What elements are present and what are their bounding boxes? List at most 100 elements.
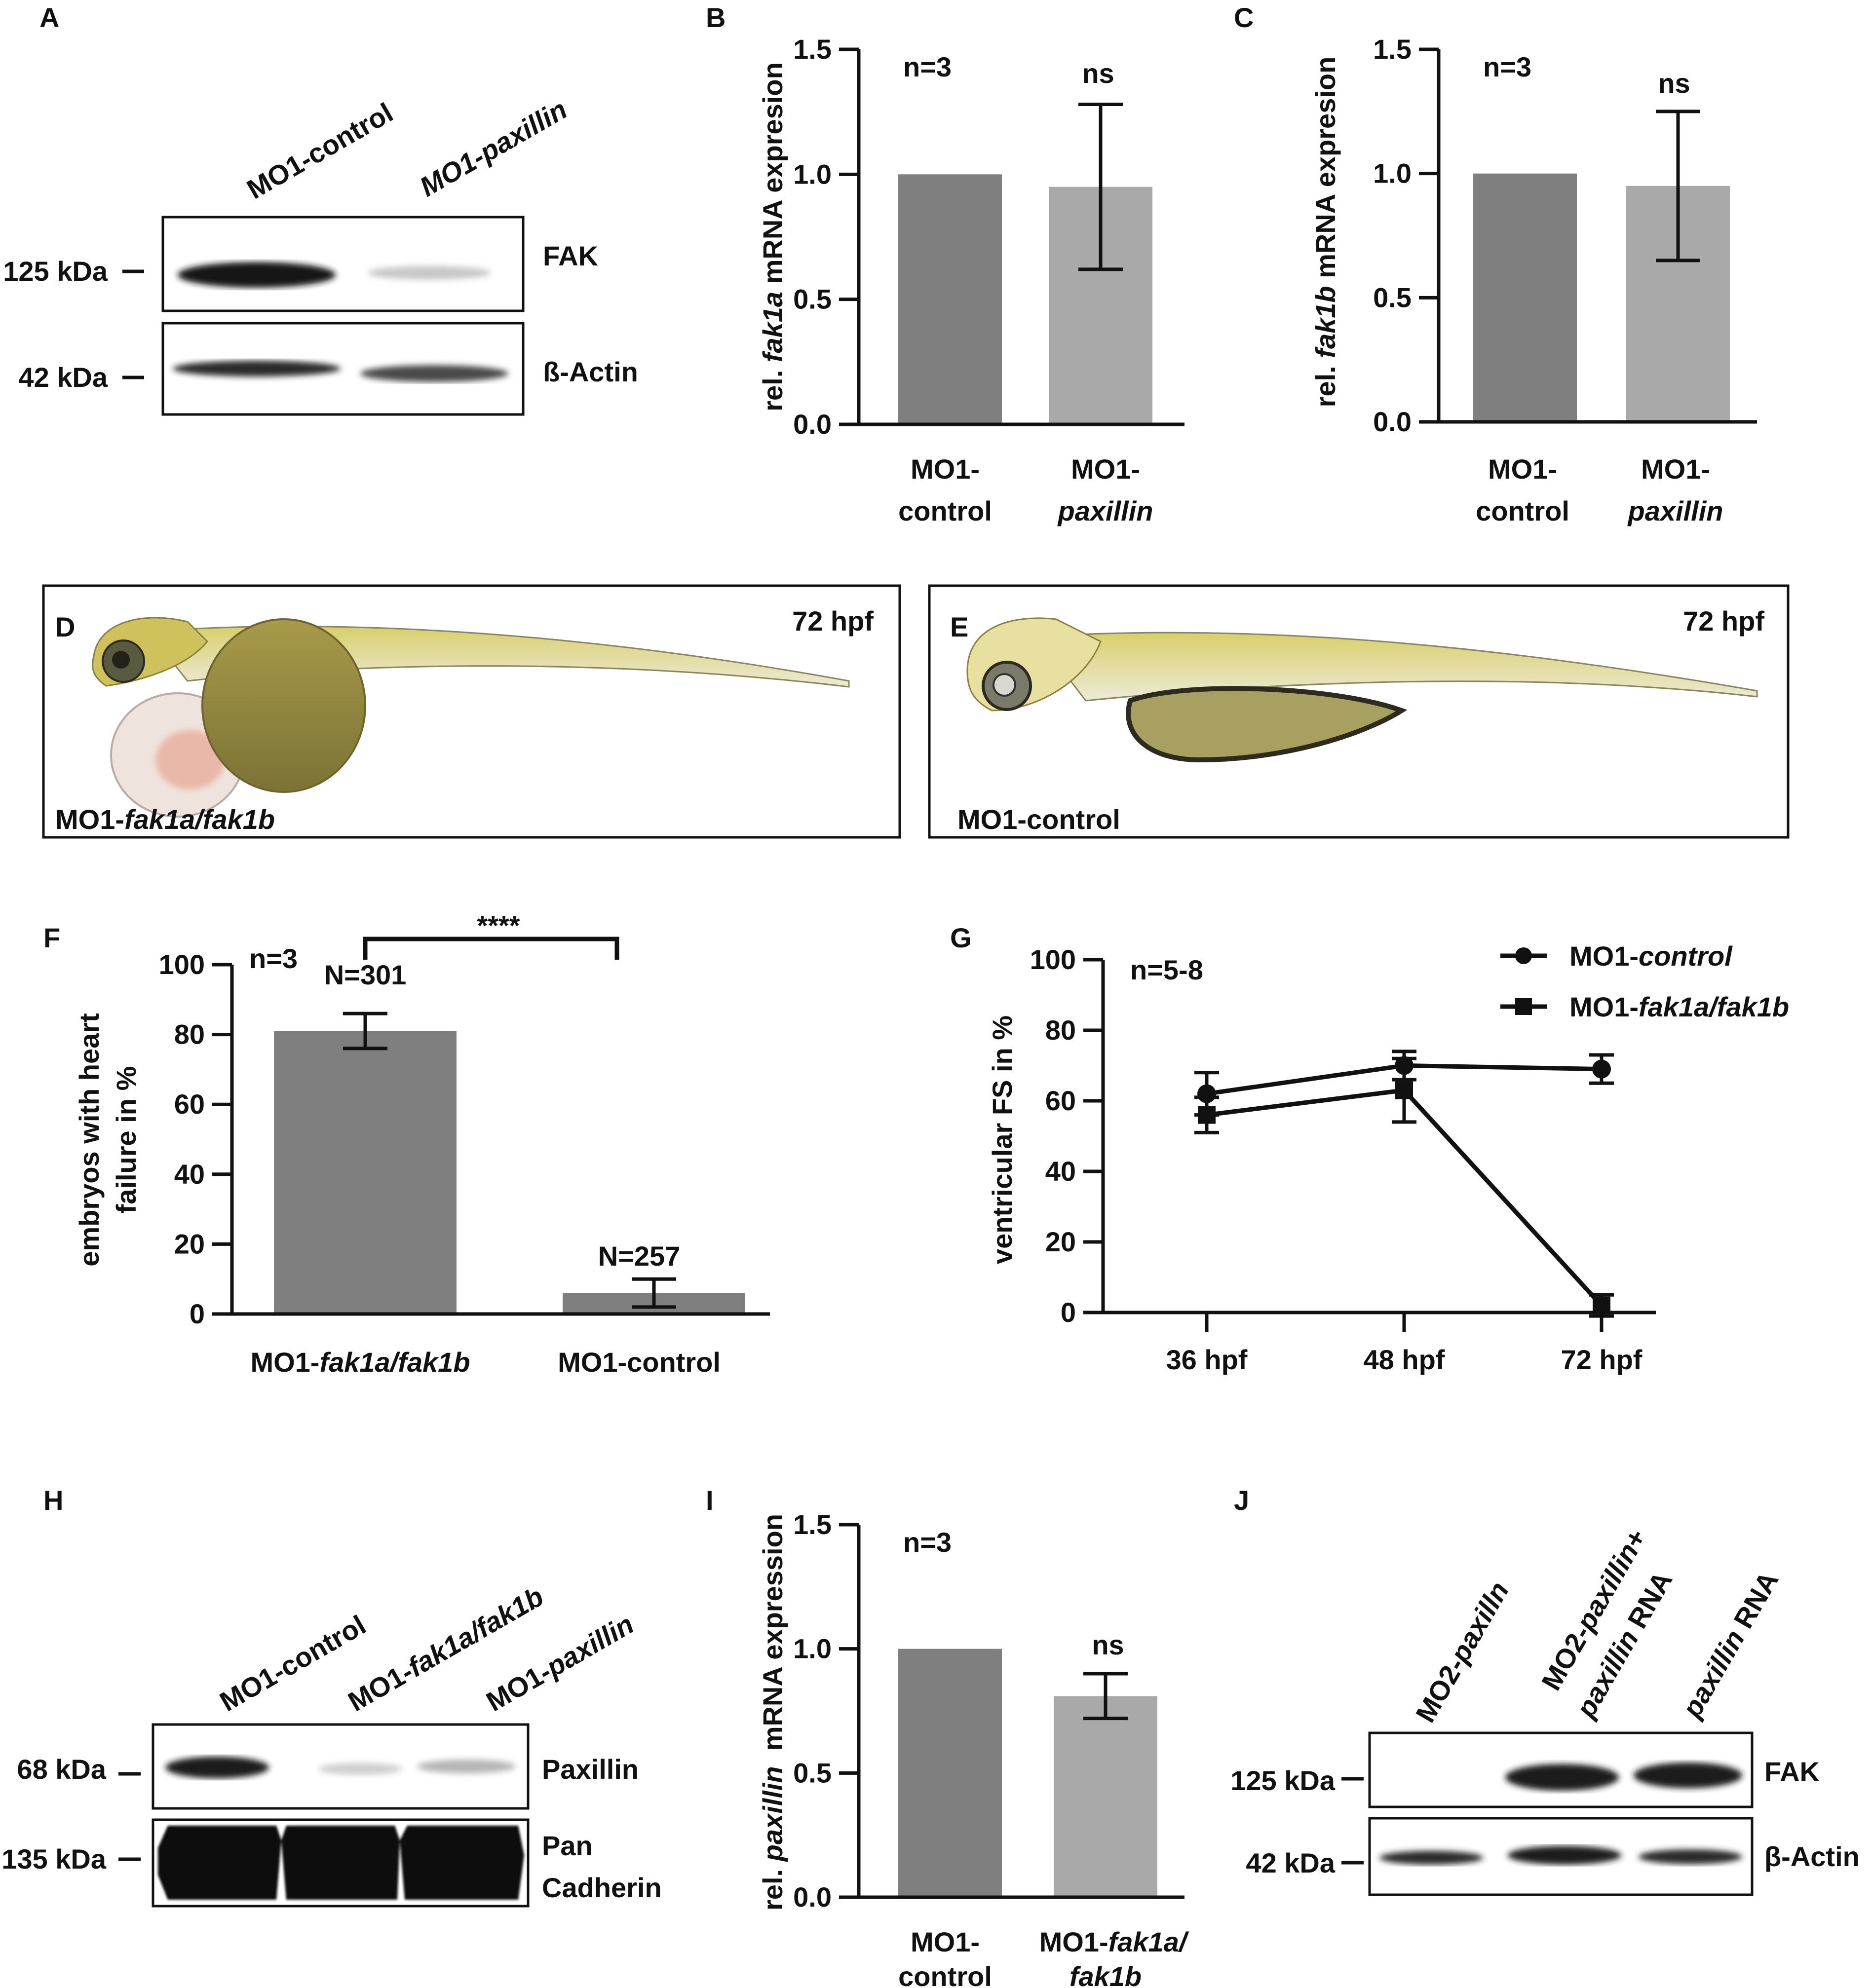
x-cat-c-1-line1: MO1-: [1488, 453, 1557, 485]
x-cat-b-2-line1: MO1-: [1071, 453, 1140, 485]
lane-label-a-1: MO1-control: [242, 97, 398, 205]
timepoint-e: 72 hpf: [1683, 605, 1764, 637]
panel-letter-j: J: [1234, 1485, 1249, 1516]
x-tick-label-g-2: 72 hpf: [1561, 1344, 1643, 1375]
timepoint-d: 72 hpf: [792, 605, 874, 637]
errorbars-i: [1083, 1672, 1128, 1721]
errorbars-c: [1656, 110, 1700, 263]
y-axis-label-b-it: fak1a: [757, 292, 788, 362]
y-tick-label-g-0: 0: [1061, 1297, 1076, 1328]
lane-label-a-2-text: MO1-paxillin: [415, 93, 573, 202]
band-h-pax-1: [165, 1757, 269, 1778]
blot-h-cadherin-bands: [158, 1826, 524, 1900]
panel-i-chart: I 0.0 0.5 1.0 1.5 rel. paxillin mRNA expres…: [706, 1485, 1189, 1988]
lane-label-j-3-rna: RNA: [1723, 1566, 1784, 1640]
row-label-h-cad-1: Pan: [542, 1830, 593, 1861]
lane-label-j-3: paxillin RNA: [1676, 1566, 1784, 1724]
y-tick-label-g-5: 100: [1030, 944, 1076, 975]
y-tick-label-f-5: 100: [159, 949, 205, 980]
y-axis-label-g: ventricular FS in %: [987, 1015, 1018, 1264]
panel-a: A MO1-control MO1-paxillin 125 kDa FAK 4…: [3, 2, 638, 416]
band-j-actin-2: [1508, 1846, 1621, 1865]
y-tick-label-f-1: 20: [174, 1228, 205, 1259]
y-tick-label-c-3: 1.5: [1373, 34, 1412, 65]
row-label-a-fak: FAK: [543, 240, 598, 271]
x-cat-b-2-line2: paxillin: [1057, 495, 1153, 526]
bar-c-1: [1473, 173, 1577, 422]
bar-f-1: [274, 1031, 457, 1314]
y-axis-label-c-pre: rel.: [1310, 358, 1341, 408]
caption-d-prefix: MO1-: [55, 804, 124, 835]
caption-e: MO1-control: [957, 804, 1120, 835]
y-tick-label-f-3: 60: [174, 1088, 205, 1120]
caption-d: MO1-fak1a/fak1b: [55, 804, 275, 835]
y-tick-label-c-1: 0.5: [1373, 282, 1412, 313]
legend-g-label-2-it: fak1a/fak1b: [1639, 991, 1789, 1022]
legend-g-label-1: MO1-control: [1569, 940, 1733, 972]
band-j-fak-3: [1634, 1763, 1742, 1788]
panel-f-chart: F 0 20 40 60 80 100 embryos with heart failur…: [43, 910, 770, 1378]
ticks-b: 0.0 0.5 1.0 1.5: [793, 34, 859, 440]
point-g-2-1: [1198, 1106, 1216, 1124]
blot-h-paxillin-bands: [165, 1757, 516, 1778]
row-label-j-actin: β-Actin: [1764, 1841, 1860, 1872]
sig-label-c: ns: [1658, 68, 1690, 99]
y-tick-label-b-0: 0.0: [793, 409, 832, 440]
errorbars-b: [1078, 102, 1123, 271]
lane-label-j-1-it: paxilln: [1444, 1576, 1515, 1669]
panel-letter-i: I: [706, 1485, 714, 1516]
x-tick-label-g-1: 48 hpf: [1364, 1344, 1445, 1375]
x-cat-c-2-line2: paxillin: [1627, 495, 1723, 526]
band-j-actin-3: [1639, 1849, 1742, 1864]
errorbar-b-2: [1078, 102, 1123, 271]
lane-label-a-2: MO1-paxillin: [415, 93, 573, 202]
errorbar-i-2: [1083, 1672, 1128, 1721]
y-tick-label-g-3: 60: [1045, 1085, 1076, 1116]
point-g-1-3: [1592, 1059, 1611, 1079]
y-axis-label-i: rel. paxillin mRNA expression: [757, 1514, 788, 1911]
y-tick-label-b-1: 0.5: [793, 284, 832, 315]
embryo-d-yolk: [201, 618, 366, 793]
x-cat-b-1-line1: MO1-: [911, 453, 980, 485]
y-tick-label-b-2: 1.0: [793, 158, 832, 189]
band-h-cad-1: [158, 1826, 281, 1900]
lane-label-h-3-it: paxillin: [540, 1608, 639, 1683]
y-tick-label-c-0: 0.0: [1373, 406, 1412, 437]
embryo-d-pupil: [112, 651, 130, 669]
band-j-fak-2: [1505, 1764, 1619, 1791]
sig-label-f: ****: [477, 910, 520, 941]
panel-letter-g: G: [950, 922, 972, 953]
row-label-a-actin: ß-Actin: [543, 356, 638, 387]
panel-e: E 72 hpf MO1-control: [928, 584, 1790, 839]
x-cat-i-2-line1-it: fak1a/: [1108, 1926, 1189, 1957]
row-label-h-cad-2: Cadherin: [542, 1872, 662, 1903]
x-cat-f-1-prefix: MO1-: [250, 1347, 319, 1378]
legend-g-label-2-pre: MO1-: [1569, 991, 1639, 1022]
row-label-j-fak: FAK: [1764, 1756, 1820, 1787]
panel-letter-f: F: [43, 922, 60, 953]
sig-label-i: ns: [1092, 1629, 1124, 1660]
sig-label-b: ns: [1082, 58, 1114, 89]
n-label-g: n=5-8: [1130, 954, 1203, 985]
point-g-2-2: [1395, 1081, 1413, 1099]
n-label-f: n=3: [249, 943, 298, 974]
panel-c-chart: C 0.0 0.5 1.0 1.5 rel. fak1b mRNA expresion…: [1234, 2, 1757, 526]
marker-a-fak: 125 kDa: [3, 256, 108, 287]
y-tick-label-f-4: 80: [174, 1019, 205, 1050]
y-tick-label-b-3: 1.5: [793, 34, 832, 65]
y-axis-label-b-post: mRNA expresion: [757, 62, 788, 292]
y-axis-label-f-line2: failure in %: [111, 1066, 142, 1214]
lane-label-j-1: MO2-paxilln: [1410, 1576, 1515, 1727]
marker-j-fak: 125 kDa: [1230, 1765, 1336, 1796]
y-tick-label-i-1: 0.5: [793, 1757, 832, 1788]
panel-letter-d: D: [55, 611, 75, 642]
bars-b: [898, 174, 1152, 424]
bars-c: [1473, 173, 1730, 422]
errorbar-f-2: [632, 1277, 676, 1309]
embryo-e-pupil: [993, 673, 1016, 697]
x-tick-label-g-0: 36 hpf: [1166, 1344, 1248, 1375]
ticks-g: 0 20 40 60 80 100 36 hpf 48 hpf 72 hpf: [1030, 944, 1643, 1375]
panel-b-chart: B 0.0 0.5 1.0 1.5 rel. fak1a mRNA expresion…: [706, 2, 1184, 526]
marker-h-pax: 68 kDa: [17, 1754, 106, 1785]
y-axis-label-c-post: mRNA expresion: [1310, 57, 1341, 286]
